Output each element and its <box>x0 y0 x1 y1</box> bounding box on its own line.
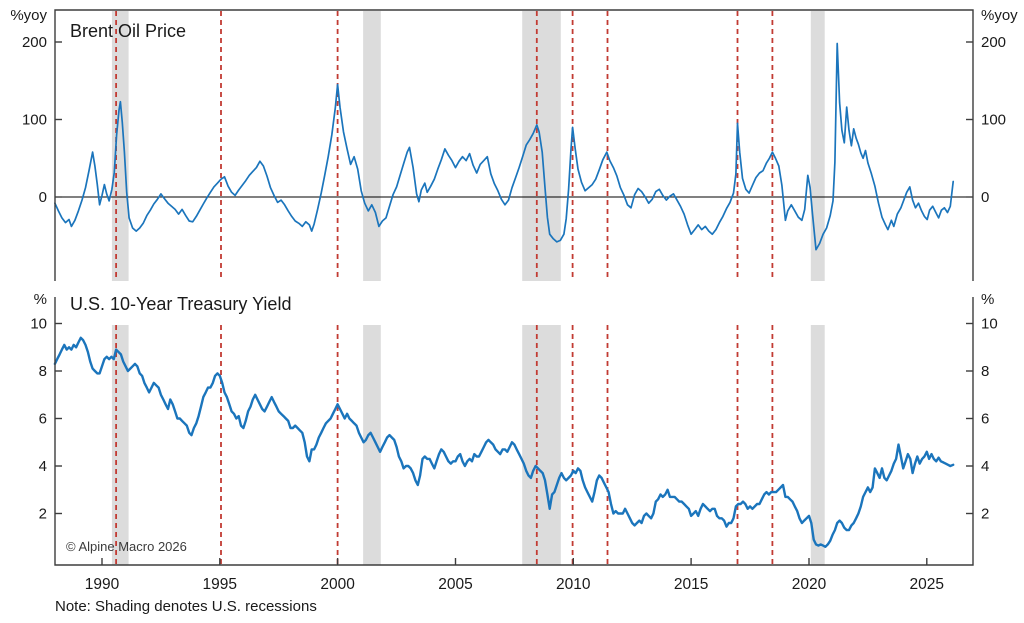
treasury-unit-label-left: % <box>34 291 47 308</box>
y-tick-label-right: 200 <box>981 34 1006 51</box>
oil-panel: 0 0 100 100 200 200 <box>22 9 1006 281</box>
y-tick-label-left: 6 <box>39 411 47 428</box>
x-axis: 1990 1995 2000 2005 2010 2015 2020 2025 <box>85 558 944 593</box>
y-tick-label-right: 10 <box>981 316 998 333</box>
event-lines <box>115 325 774 565</box>
treasury-panel: 2 2 4 4 6 6 8 8 10 10 <box>30 297 998 566</box>
y-tick-label-left: 10 <box>30 316 47 333</box>
y-tick-label-left: 200 <box>22 34 47 51</box>
oil-series-line <box>54 42 955 251</box>
recession-band <box>363 11 381 281</box>
y-tick-label-left: 2 <box>39 506 47 523</box>
y-tick-label-left: 8 <box>39 363 47 380</box>
y-tick-label-left: 0 <box>39 189 47 206</box>
oil-panel-title: Brent Oil Price <box>70 21 186 41</box>
recession-band <box>522 325 561 565</box>
copyright-label: © Alpine Macro 2026 <box>66 539 187 554</box>
axis-frame <box>54 9 974 281</box>
recession-band <box>810 325 825 565</box>
x-tick-label: 1995 <box>203 576 237 593</box>
y-tick-label-right: 100 <box>981 112 1006 129</box>
y-ticks: 2 2 4 4 6 6 8 8 10 10 <box>30 316 997 523</box>
treasury-unit-label-right: % <box>981 291 994 308</box>
y-tick-label-right: 6 <box>981 411 989 428</box>
y-tick-label-right: 4 <box>981 458 989 475</box>
x-tick-label: 1990 <box>85 576 120 593</box>
y-tick-label-right: 0 <box>981 189 989 206</box>
recession-bands <box>111 11 825 281</box>
x-tick-label: 2020 <box>792 576 827 593</box>
x-tick-label: 2015 <box>674 576 708 593</box>
x-tick-label: 2000 <box>320 576 355 593</box>
x-tick-label: 2005 <box>438 576 472 593</box>
recession-band <box>363 325 381 565</box>
recession-bands <box>111 325 825 565</box>
axis-frame <box>54 297 974 566</box>
oil-unit-label-left: %yoy <box>10 7 47 24</box>
y-ticks: 0 0 100 100 200 200 <box>22 34 1006 206</box>
y-tick-label-right: 8 <box>981 363 989 380</box>
y-tick-label-left: 100 <box>22 112 47 129</box>
event-lines <box>115 11 774 281</box>
x-tick-label: 2025 <box>910 576 944 593</box>
footnote: Note: Shading denotes U.S. recessions <box>55 598 317 615</box>
x-tick-label: 2010 <box>556 576 591 593</box>
treasury-panel-title: U.S. 10-Year Treasury Yield <box>70 294 291 314</box>
recession-band <box>810 11 825 281</box>
oil-unit-label-right: %yoy <box>981 7 1018 24</box>
recession-band <box>111 11 129 281</box>
y-tick-label-left: 4 <box>39 458 47 475</box>
treasury-series-line <box>53 336 955 548</box>
y-tick-label-right: 2 <box>981 506 989 523</box>
recession-band <box>111 325 129 565</box>
